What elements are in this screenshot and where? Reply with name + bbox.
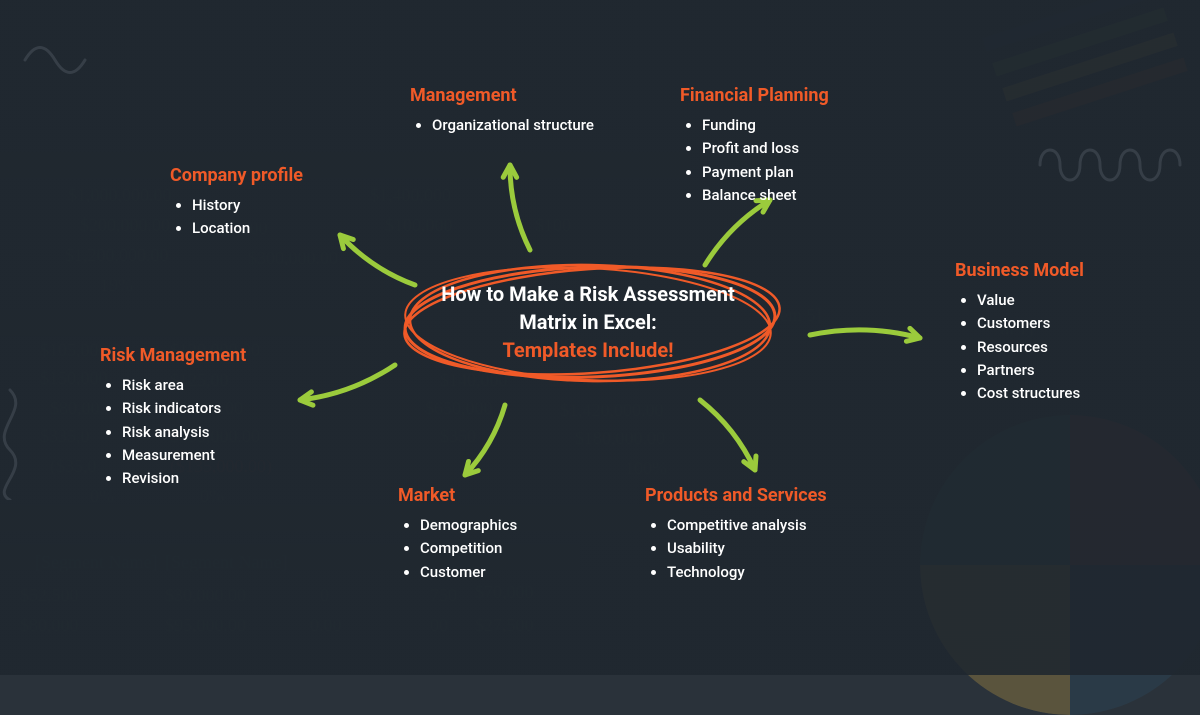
node-item: Demographics — [420, 514, 517, 537]
node-financial-planning: Financial Planning FundingProfit and loss… — [680, 85, 829, 207]
node-business-model: Business Model ValueCustomersResourcesPar… — [955, 260, 1135, 405]
node-item: Location — [192, 217, 303, 240]
node-item: Resources — [977, 336, 1135, 359]
node-item: Risk indicators — [122, 397, 246, 420]
center-line1: How to Make a Risk — [441, 282, 618, 306]
node-title: Products and Services — [645, 485, 827, 506]
node-item: Usability — [667, 537, 827, 560]
node-title: Company profile — [170, 165, 303, 186]
node-item: Payment plan — [702, 161, 829, 184]
node-item: Measurement — [122, 444, 246, 467]
node-item: Organizational structure — [432, 114, 620, 137]
squiggle-decoration — [0, 380, 60, 500]
node-risk-management: Risk ManagementRisk areaRisk indicatorsR… — [100, 345, 246, 490]
node-item: Competitive analysis — [667, 514, 827, 537]
squiggle-decoration — [1030, 120, 1200, 210]
node-item: History — [192, 194, 303, 217]
node-title: Market — [398, 485, 517, 506]
node-item: Risk area — [122, 374, 246, 397]
node-products-services: Products and Services Competitive analysi… — [645, 485, 827, 584]
node-item: Cost structures — [977, 382, 1135, 405]
squiggle-decoration — [15, 25, 105, 95]
node-item: Customers — [977, 312, 1135, 335]
node-item: Profit and loss — [702, 137, 829, 160]
node-item: Value — [977, 289, 1135, 312]
node-title: Business Model — [955, 260, 1135, 281]
center-title: How to Make a Risk Assessment Matrix in … — [428, 280, 748, 364]
node-company-profile: Company profile HistoryLocation — [170, 165, 303, 241]
node-item: Technology — [667, 561, 827, 584]
node-item: Balance sheet — [702, 184, 829, 207]
node-item: Competition — [420, 537, 517, 560]
node-item: Customer — [420, 561, 517, 584]
node-item: Funding — [702, 114, 829, 137]
node-title: Risk Management — [100, 345, 246, 366]
node-title: Financial Planning — [680, 85, 829, 106]
node-item: Partners — [977, 359, 1135, 382]
node-market: Market DemographicsCompetitionCustomer — [398, 485, 517, 584]
node-title: Management — [410, 85, 620, 106]
center-line3: Templates Include! — [502, 338, 673, 362]
node-management: Management Organizational structure — [410, 85, 620, 137]
node-item: Revision — [122, 467, 246, 490]
node-item: Risk analysis — [122, 421, 246, 444]
